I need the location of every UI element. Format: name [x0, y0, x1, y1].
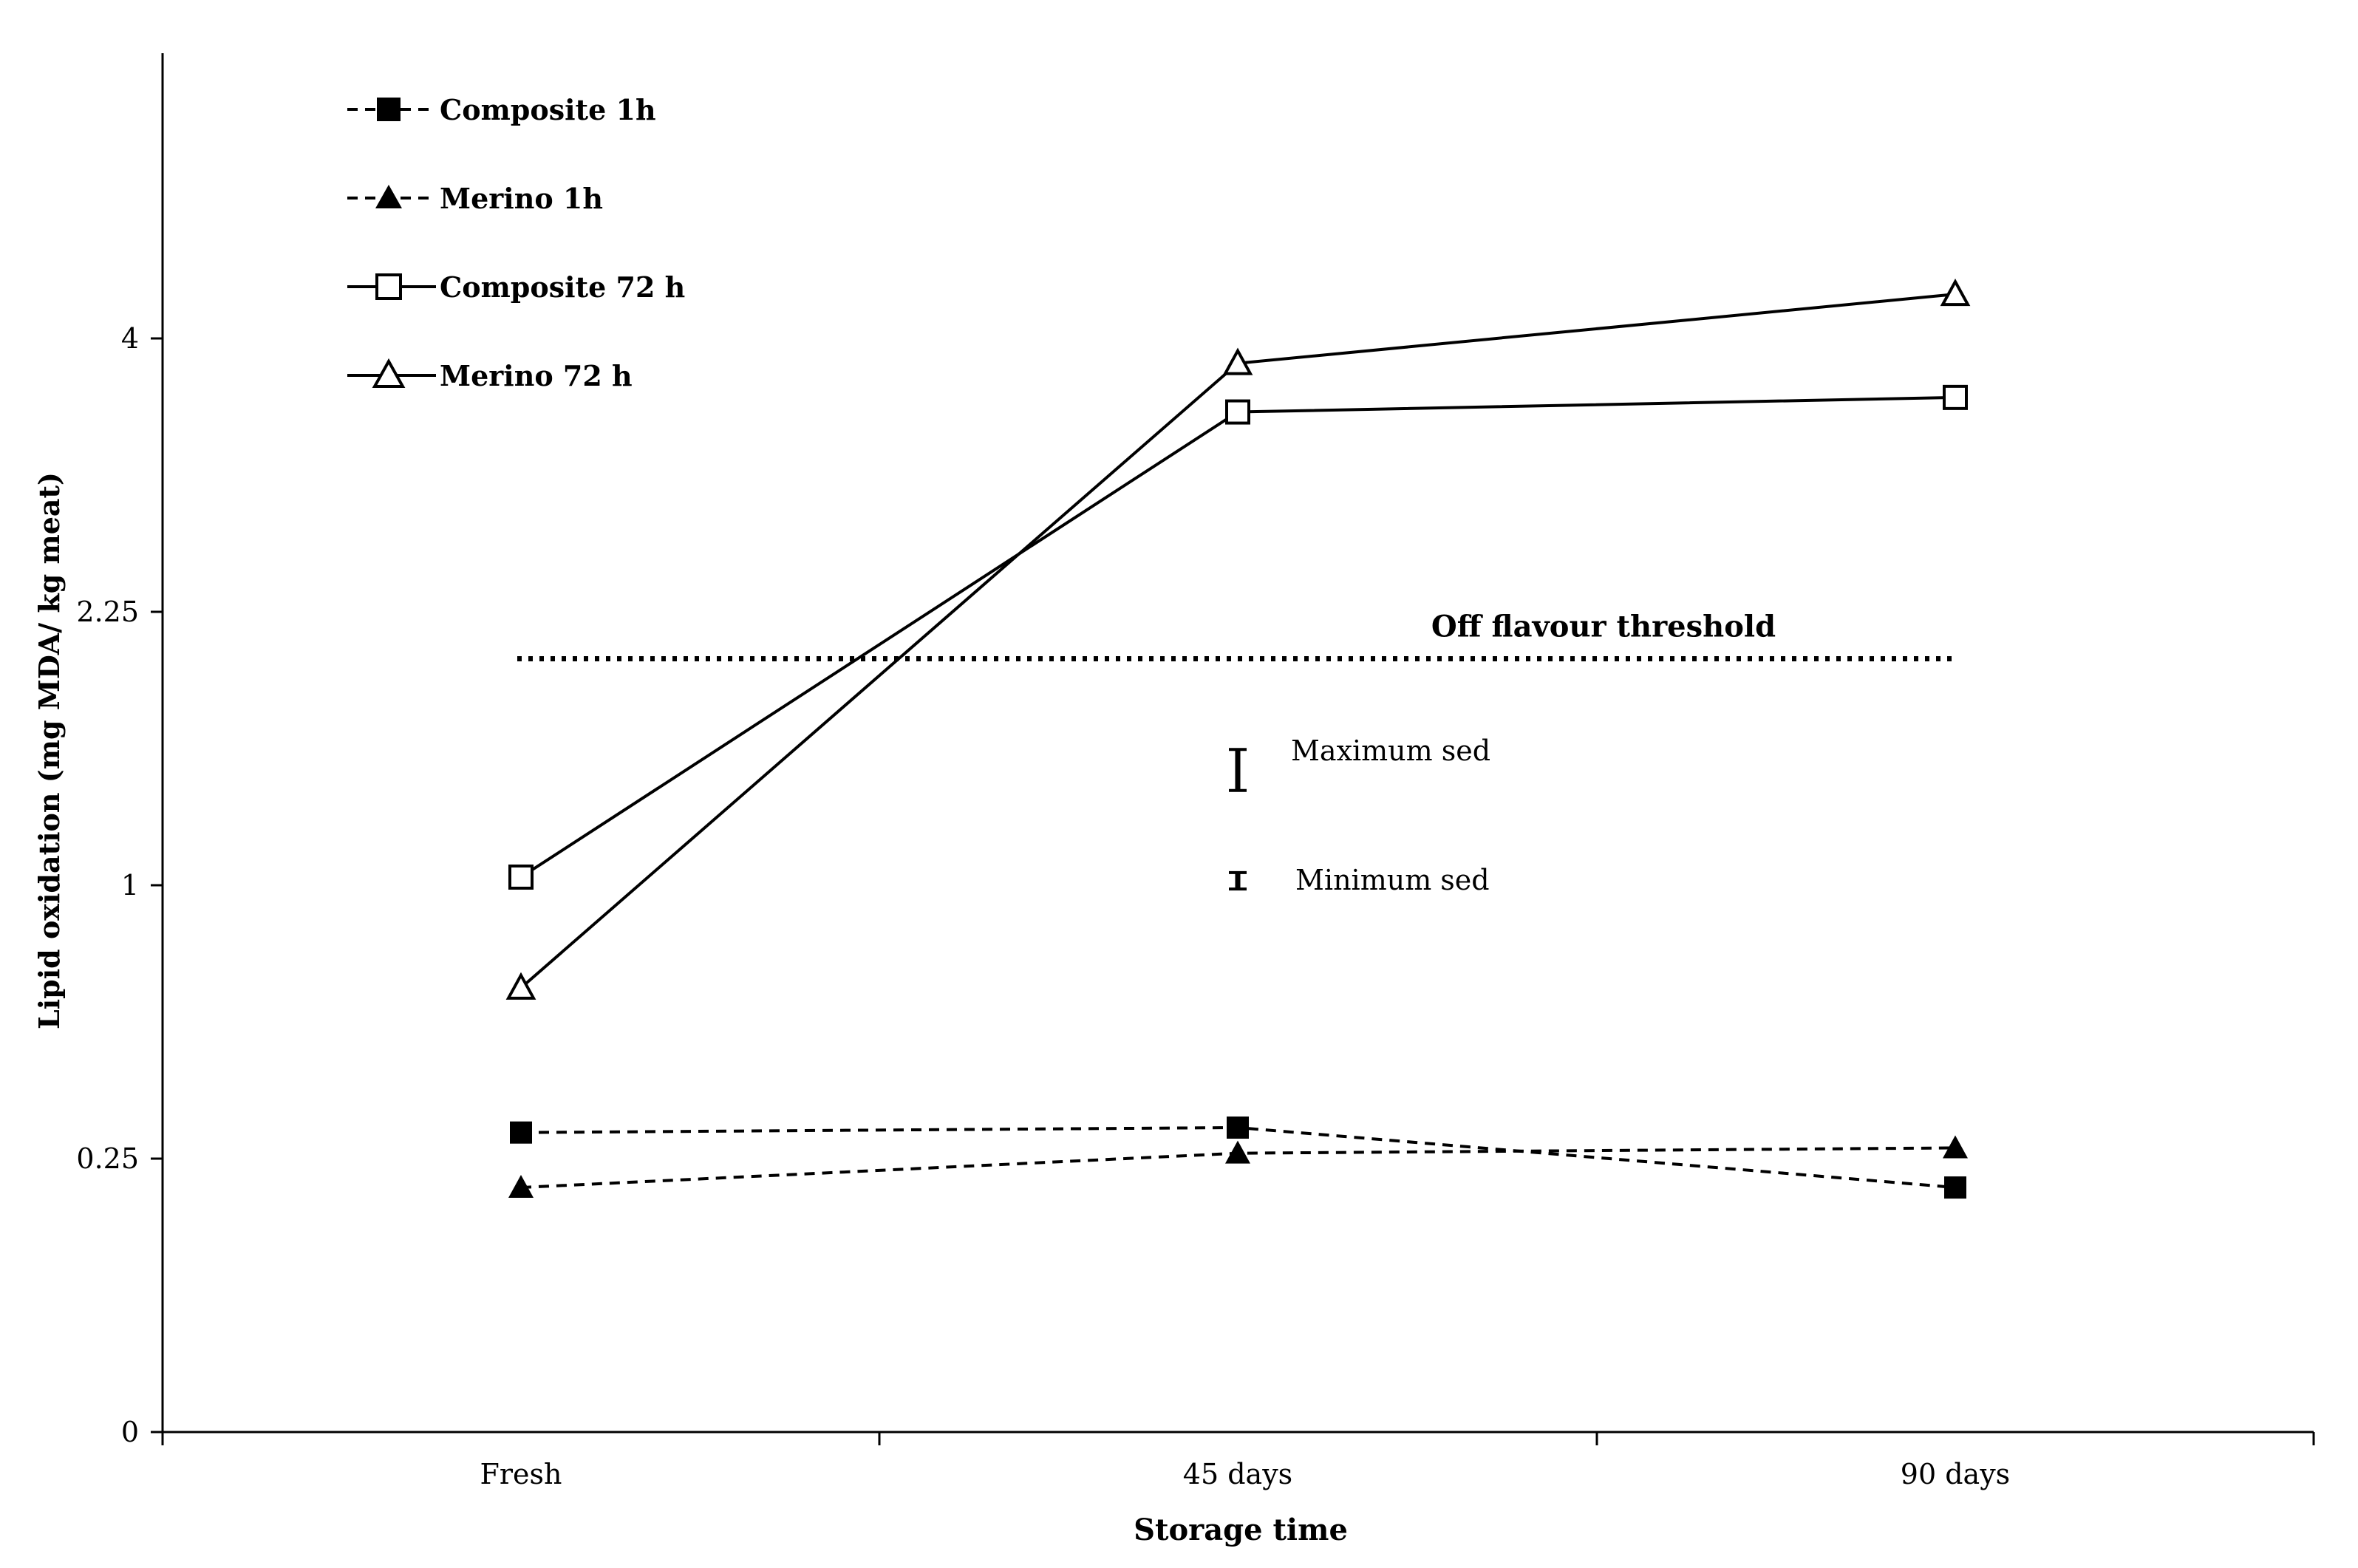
legend-item-merino-1h: Merino 1h	[347, 182, 603, 215]
data-point-2-0	[508, 864, 534, 890]
data-point-0-2	[1944, 1176, 1966, 1199]
open-square-icon	[375, 273, 402, 300]
data-point-1-0	[508, 1175, 534, 1199]
x-axis-title: Storage time	[1134, 1513, 1348, 1547]
y-tick-label: 0.25	[76, 1142, 139, 1175]
data-point-0-0	[510, 1121, 532, 1144]
data-point-0-1	[1227, 1116, 1249, 1139]
data-point-3-1	[1222, 347, 1253, 375]
data-point-2-1	[1225, 399, 1250, 425]
legend-label: Merino 72 h	[440, 359, 633, 392]
y-axis-title: Lipid oxidation (mg MDA/ kg meat)	[33, 472, 66, 1029]
data-point-3-2	[1940, 279, 1971, 307]
open-triangle-icon	[372, 358, 406, 388]
x-tick-label: 45 days	[1183, 1458, 1292, 1490]
y-tick-label: 1	[121, 869, 139, 901]
sed-bar-minimum	[1229, 870, 1247, 891]
sed-minimum-label: Minimum sed	[1295, 864, 1490, 896]
y-tick-label: 4	[121, 322, 139, 355]
legend-item-composite-1h: Composite 1h	[347, 93, 656, 126]
filled-triangle-icon	[375, 185, 402, 208]
off-flavour-threshold-label: Off flavour threshold	[1431, 609, 1776, 644]
sed-bar-maximum	[1229, 748, 1247, 792]
legend: Composite 1h Merino 1h Composite 72 h Me…	[347, 93, 685, 392]
data-point-1-1	[1225, 1140, 1250, 1164]
legend-label: Composite 1h	[440, 93, 656, 126]
legend-item-merino-72h: Merino 72 h	[347, 358, 633, 392]
legend-label: Merino 1h	[440, 182, 603, 215]
data-point-2-2	[1943, 384, 1968, 410]
y-tick-label: 2.25	[76, 596, 139, 628]
legend-label: Composite 72 h	[440, 270, 685, 304]
x-tick-label: Fresh	[480, 1458, 562, 1490]
x-tick-label: 90 days	[1901, 1458, 2010, 1490]
data-point-1-2	[1943, 1135, 1968, 1159]
sed-maximum-label: Maximum sed	[1291, 734, 1490, 767]
filled-square-icon	[377, 98, 401, 121]
legend-item-composite-72h: Composite 72 h	[347, 270, 685, 304]
y-tick-label: 0	[121, 1416, 139, 1448]
data-point-3-0	[505, 972, 536, 1000]
